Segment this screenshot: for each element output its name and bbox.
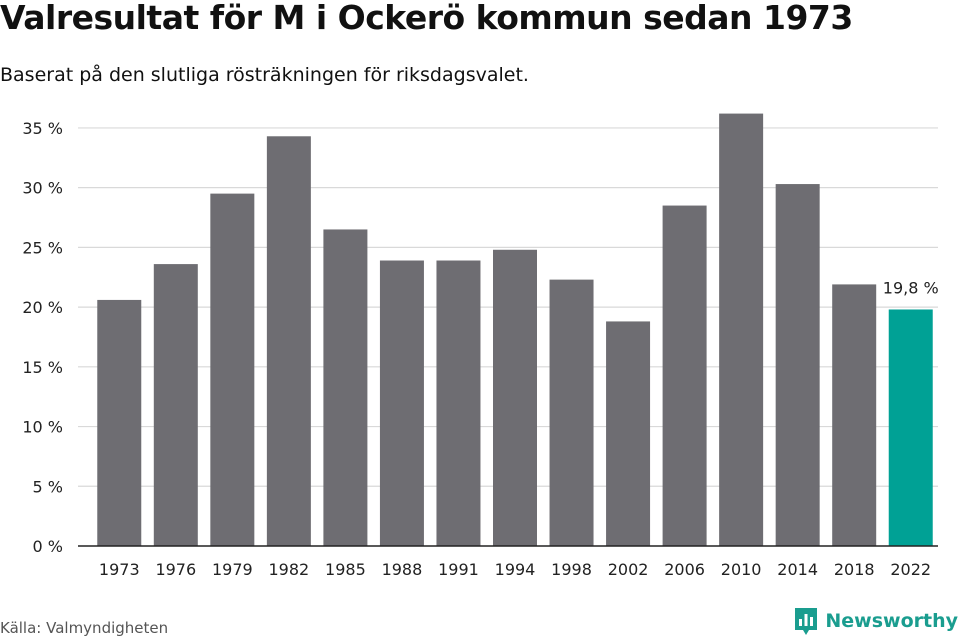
y-tick-label: 5 %: [33, 477, 63, 496]
bar-2022: [888, 309, 933, 546]
x-tick-label: 2022: [890, 560, 931, 579]
x-tick-label: 1994: [495, 560, 536, 579]
chart-subtitle: Baserat på den slutliga rösträkningen fö…: [0, 64, 529, 86]
bar-1982: [266, 136, 311, 546]
x-tick-label: 1982: [269, 560, 310, 579]
data-label-2022: 19,8 %: [883, 278, 939, 297]
bar-1991: [436, 260, 481, 546]
bar-1998: [549, 279, 594, 546]
source-note: Källa: Valmyndigheten: [0, 619, 169, 637]
bar-1985: [323, 229, 368, 546]
x-tick-label: 1988: [382, 560, 423, 579]
bar-1988: [379, 260, 424, 546]
bar-1994: [493, 249, 537, 546]
y-tick-label: 10 %: [22, 418, 63, 437]
y-tick-label: 35 %: [22, 119, 63, 138]
x-tick-label: 2006: [664, 560, 705, 579]
x-tick-label: 1973: [99, 560, 140, 579]
y-tick-label: 30 %: [22, 179, 63, 198]
chart-title: Valresultat för M i Ockerö kommun sedan …: [0, 0, 853, 37]
y-tick-label: 20 %: [22, 298, 63, 317]
x-tick-label: 2018: [834, 560, 875, 579]
y-tick-label: 25 %: [22, 238, 63, 257]
bar-2006: [662, 205, 707, 546]
x-tick-label: 2002: [608, 560, 649, 579]
brand-name: Newsworthy: [825, 610, 958, 632]
x-tick-label: 2014: [777, 560, 818, 579]
y-tick-label: 0 %: [33, 537, 63, 556]
x-tick-label: 1998: [551, 560, 592, 579]
x-tick-label: 1991: [438, 560, 479, 579]
bar-2014: [775, 184, 820, 546]
bar-chart: 0 % 5 % 10 % 15 % 20 % 25 % 30 % 35 % 1973 1976 19…: [22, 113, 939, 579]
y-tick-label: 15 %: [22, 358, 63, 377]
bar-2010: [719, 113, 764, 547]
bar-1973: [97, 299, 142, 546]
bar-chart-logo-icon: [795, 608, 818, 635]
bar-1979: [210, 193, 255, 546]
bar-2002: [606, 321, 651, 546]
bar-2018: [832, 284, 877, 546]
x-tick-label: 2010: [721, 560, 762, 579]
newsworthy-logo: Newsworthy: [793, 606, 958, 636]
x-tick-label: 1985: [325, 560, 366, 579]
bar-1976: [153, 264, 198, 546]
x-tick-label: 1979: [212, 560, 253, 579]
x-tick-label: 1976: [155, 560, 196, 579]
